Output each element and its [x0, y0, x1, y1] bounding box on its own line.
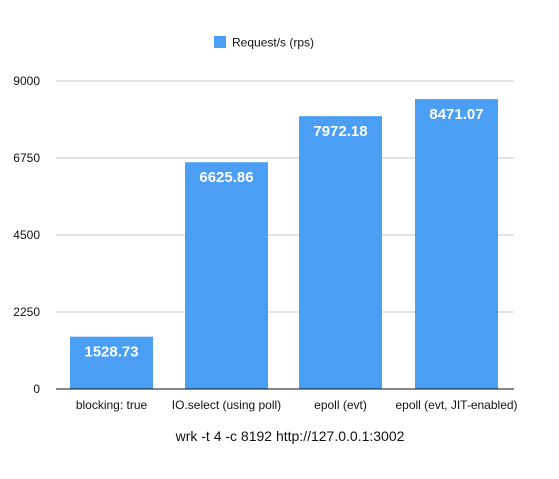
y-tick-label: 2250 — [13, 305, 40, 319]
x-tick-label: epoll (evt, JIT-enabled) — [395, 398, 517, 412]
y-tick-label: 0 — [33, 382, 40, 396]
bar — [415, 99, 498, 389]
x-axis-title: wrk -t 4 -c 8192 http://127.0.0.1:3002 — [175, 428, 405, 444]
bar-data-label: 7972.18 — [313, 123, 367, 140]
legend-label: Request/s (rps) — [232, 36, 314, 50]
x-tick-label: IO.select (using poll) — [172, 398, 281, 412]
bar — [185, 162, 268, 389]
y-tick-label: 9000 — [13, 74, 40, 88]
y-tick-label: 6750 — [13, 151, 40, 165]
y-tick-label: 4500 — [13, 228, 40, 242]
bar-data-label: 6625.86 — [199, 169, 253, 186]
legend: Request/s (rps) — [214, 36, 314, 50]
bars — [70, 99, 498, 389]
bar — [70, 336, 153, 389]
y-axis-tick-labels: 0 2250 4500 6750 9000 — [13, 74, 40, 396]
x-axis-tick-labels: blocking: true IO.select (using poll) epol… — [76, 398, 518, 412]
bar-data-label: 1528.73 — [84, 344, 138, 361]
x-tick-label: epoll (evt) — [314, 398, 367, 412]
x-tick-label: blocking: true — [76, 398, 148, 412]
bar — [299, 116, 382, 389]
legend-swatch — [214, 36, 226, 48]
data-labels: 1528.73 6625.86 7972.18 8471.07 — [84, 106, 483, 361]
bar-data-label: 8471.07 — [429, 106, 483, 123]
